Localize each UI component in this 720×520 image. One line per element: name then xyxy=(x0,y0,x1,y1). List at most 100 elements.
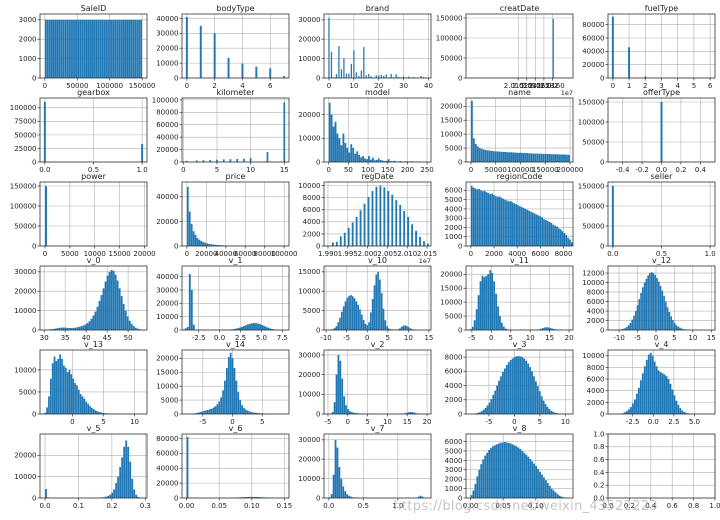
histogram-bar xyxy=(335,241,338,246)
histogram-bar xyxy=(375,274,378,330)
x-tick-label: 0.0 xyxy=(323,502,334,510)
x-tick-label: -5 xyxy=(199,418,206,426)
histogram-bar xyxy=(258,497,261,498)
x-tick-label: 2.010 xyxy=(397,250,417,258)
histogram-bar xyxy=(484,150,487,162)
bars xyxy=(617,272,706,330)
bars xyxy=(186,186,284,246)
y-tick-label: 40000 xyxy=(156,193,178,201)
x-tick-label: 10 xyxy=(246,166,255,174)
histogram-bar xyxy=(643,366,646,414)
y-tick-label: 4000 xyxy=(587,307,605,315)
histogram-bar xyxy=(526,209,529,246)
x-tick-label: 40 xyxy=(82,334,91,342)
y-tick-label: 20000 xyxy=(14,288,36,296)
histogram-bar xyxy=(334,121,337,162)
histogram-bar xyxy=(481,191,484,246)
histogram-bar xyxy=(53,356,56,414)
y-tick-label: 6000 xyxy=(445,368,463,376)
subplot-title: v_1 xyxy=(229,256,243,265)
subplot-title: v_4 xyxy=(655,340,669,349)
x-tick-label: 0.2 xyxy=(675,166,686,174)
histogram-bar xyxy=(204,242,207,246)
bars xyxy=(44,354,138,414)
histogram-bar xyxy=(407,76,410,78)
histogram-bar xyxy=(395,74,397,78)
histogram-bar xyxy=(422,77,425,78)
histogram-bar xyxy=(137,496,140,498)
histogram-bar xyxy=(130,323,133,330)
histogram-bar xyxy=(360,157,363,162)
histogram-bar xyxy=(352,412,355,414)
histogram-bar xyxy=(486,405,489,414)
y-tick-label: 15000 xyxy=(298,268,320,276)
histogram-bar xyxy=(556,494,559,498)
histogram-bar xyxy=(74,327,77,330)
histogram-bar xyxy=(535,466,537,498)
histogram-bar xyxy=(184,328,187,330)
x-tick-label: 0.15 xyxy=(277,502,293,510)
histogram-bar xyxy=(60,19,63,78)
x-tick-label: 15 xyxy=(545,334,554,342)
histogram-bar xyxy=(647,354,650,414)
y-tick-label: 20000 xyxy=(298,111,320,119)
histogram-bar xyxy=(532,153,535,162)
subplot-title: v_2 xyxy=(371,340,385,349)
axes-frame xyxy=(465,97,574,163)
histogram-bar xyxy=(502,372,504,414)
histogram-bar xyxy=(362,156,364,162)
bars xyxy=(187,352,283,414)
histogram-bar xyxy=(231,358,234,414)
subplot-title: v_8 xyxy=(513,424,527,433)
histogram-bar xyxy=(88,321,91,330)
y-tick-label: 0 xyxy=(600,74,604,82)
x-tick-label: 0.6 xyxy=(667,502,679,510)
x-tick-label: 8000 xyxy=(555,250,573,258)
histogram-bar xyxy=(348,495,350,498)
x-tick-label: 0 xyxy=(346,418,350,426)
histogram-bar xyxy=(539,471,541,498)
histogram-bar xyxy=(518,152,521,162)
histogram-bar xyxy=(78,326,81,330)
histogram-bar xyxy=(68,369,71,414)
histogram-bar xyxy=(486,452,489,498)
x-tick-label: 1 xyxy=(627,82,631,90)
x-tick-label: 2.01562 xyxy=(521,82,550,90)
histogram-bar xyxy=(266,152,269,162)
histogram-bar xyxy=(538,391,541,414)
histogram-bar xyxy=(472,490,475,498)
histogram-bar xyxy=(506,200,508,246)
histogram-bar xyxy=(519,356,522,414)
histogram-bar xyxy=(370,76,372,78)
histogram-bar xyxy=(506,152,509,162)
y-tick-label: 0 xyxy=(458,242,462,250)
bars xyxy=(331,185,429,246)
histogram-bar xyxy=(348,411,351,414)
histogram-bar xyxy=(679,408,682,414)
histogram-bar xyxy=(79,394,82,414)
histogram-bar xyxy=(551,328,554,330)
histogram-bar xyxy=(526,153,529,162)
y-tick-label: 20000 xyxy=(298,371,320,379)
bars xyxy=(182,274,283,330)
x-tick-label: 0 xyxy=(326,166,330,174)
histogram-bar xyxy=(57,358,60,414)
y-tick-label: 0 xyxy=(458,158,462,166)
histogram-bar xyxy=(342,486,345,498)
histogram-bar xyxy=(111,19,113,78)
histogram-bar xyxy=(521,357,524,414)
y-tick-label: 10000 xyxy=(298,391,320,399)
x-tick-label: 1.995 xyxy=(338,250,358,258)
y-tick-label: 5000 xyxy=(303,307,321,315)
y-tick-label: 30000 xyxy=(298,16,320,24)
histogram-bar xyxy=(509,443,512,498)
histogram-bar xyxy=(482,459,485,498)
histogram-bar xyxy=(246,410,249,414)
y-tick-label: 0 xyxy=(174,74,178,82)
histogram-bar xyxy=(509,201,512,246)
axes-frame xyxy=(607,433,716,499)
x-tick-label: 0 xyxy=(489,334,493,342)
histogram-bar xyxy=(91,407,93,414)
histogram-bar xyxy=(218,401,221,414)
histogram-bar xyxy=(194,234,197,246)
